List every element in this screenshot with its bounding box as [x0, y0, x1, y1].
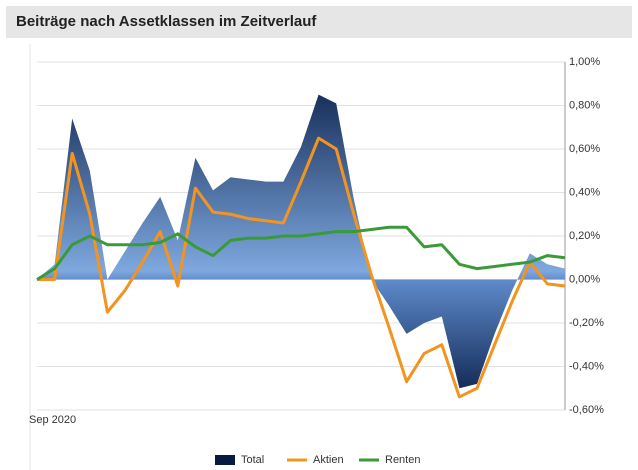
- chart-title: Beiträge nach Assetklassen im Zeitverlau…: [16, 13, 317, 30]
- line: [37, 136, 566, 399]
- y-tick-label: 0,20%: [569, 230, 600, 242]
- y-tick-label: -0,60%: [569, 404, 604, 416]
- area: [37, 94, 565, 389]
- y-tick-label: 0,60%: [569, 143, 600, 155]
- y-tick-label: 1,00%: [569, 56, 600, 68]
- y-tick-label: -0,20%: [569, 317, 604, 329]
- legend-swatch: [215, 455, 235, 465]
- y-tick-label: 0,00%: [569, 273, 600, 285]
- y-tick-label: -0,40%: [569, 360, 604, 372]
- legend-label: Total: [241, 454, 264, 466]
- legend-label: Renten: [385, 454, 420, 466]
- y-tick-label: 0,80%: [569, 99, 600, 111]
- x-tick-label: Sep 2020: [29, 414, 76, 426]
- y-tick-label: 0,40%: [569, 186, 600, 198]
- line: [36, 225, 566, 281]
- legend-label: Aktien: [313, 454, 344, 466]
- title-bar: [6, 6, 632, 38]
